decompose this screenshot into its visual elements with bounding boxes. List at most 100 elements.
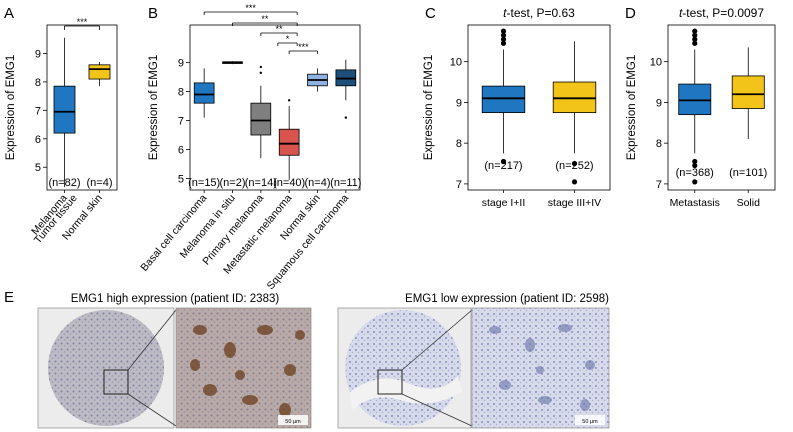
chart-panel-a: 5 6 7 8 9 Expression of EMG1 (n=82)MelanomaTum… bbox=[5, 17, 118, 246]
box-body bbox=[552, 81, 597, 113]
significance-label: *** bbox=[245, 3, 256, 13]
low-scale-bar-box bbox=[575, 415, 605, 425]
outlier-point bbox=[692, 40, 698, 46]
sample-count: (n=368) bbox=[676, 167, 714, 179]
outlier-point bbox=[259, 65, 263, 69]
outlier-point bbox=[692, 179, 698, 185]
outlier-point bbox=[259, 71, 263, 74]
box-body bbox=[481, 85, 526, 113]
sample-count: (n=217) bbox=[484, 160, 522, 172]
outlier-point bbox=[692, 28, 698, 34]
category-label: stage I+II bbox=[482, 197, 526, 209]
panel-label-a: A bbox=[4, 5, 14, 22]
sample-count: (n=252) bbox=[555, 160, 593, 172]
box-5: (n=11)Squamous cell carcinoma bbox=[265, 59, 361, 292]
y-tick-label: 7 bbox=[35, 105, 41, 117]
high-zoom-line-bottom bbox=[127, 393, 177, 427]
outlier-point bbox=[692, 32, 698, 38]
high-expression-caption: EMG1 high expression (patient ID: 2383) bbox=[71, 293, 280, 305]
low-zoom-region bbox=[377, 369, 403, 395]
low-scale-bar-text: 50 μm bbox=[582, 419, 598, 425]
box-body bbox=[731, 75, 765, 109]
y-tick-label: 9 bbox=[456, 97, 462, 109]
y-tick-label: 9 bbox=[178, 58, 184, 70]
significance-label: ** bbox=[261, 14, 269, 24]
y-axis-label: Expression of EMG1 bbox=[148, 55, 160, 160]
panel-label-b: B bbox=[148, 5, 158, 22]
significance-bracket: ** bbox=[232, 14, 298, 26]
outlier-point bbox=[500, 36, 507, 42]
panel-label-c: C bbox=[425, 5, 436, 22]
significance-bracket: *** bbox=[288, 42, 318, 54]
y-tick-label: 5 bbox=[178, 173, 184, 185]
sample-count: (n=101) bbox=[729, 167, 767, 179]
chart-panel-c: 7 8 9 10 Expression of EMG1 t-test, P=0.63 (n=… bbox=[423, 6, 611, 209]
y-tick-label: 7 bbox=[656, 179, 662, 191]
significance-label: *** bbox=[77, 17, 88, 27]
sample-count: (n=14) bbox=[245, 177, 277, 189]
box-0: (n=217) stage I+II bbox=[481, 28, 526, 209]
outlier-point bbox=[344, 116, 348, 119]
significance-bracket: ** bbox=[260, 24, 298, 36]
y-tick-label: 10 bbox=[650, 57, 662, 69]
box-body bbox=[88, 64, 111, 80]
high-stained-cells bbox=[190, 325, 305, 417]
sample-count: (n=40) bbox=[273, 177, 305, 189]
chart-title-italic: t bbox=[503, 6, 507, 20]
y-tick-label: 8 bbox=[456, 138, 462, 150]
plot-frame bbox=[667, 24, 776, 191]
panel-label-e: E bbox=[4, 289, 14, 306]
low-zoom-line-top bbox=[401, 309, 473, 371]
low-tissue-core bbox=[345, 310, 461, 426]
y-tick-label: 6 bbox=[178, 144, 184, 156]
chart-title: t-test, P=0.63 bbox=[503, 6, 575, 20]
sample-count: (n=4) bbox=[305, 177, 331, 189]
low-zoom-line-bottom bbox=[401, 393, 473, 427]
outlier-point bbox=[692, 36, 698, 42]
y-tick-label: 5 bbox=[35, 162, 41, 174]
sample-count: (n=2) bbox=[220, 177, 246, 189]
significance-bracket: *** bbox=[203, 3, 298, 15]
high-scale-bar-box bbox=[278, 415, 308, 425]
y-tick-label: 7 bbox=[456, 179, 462, 191]
outlier-point bbox=[500, 32, 507, 38]
y-tick-label: 9 bbox=[656, 97, 662, 109]
y-axis-label: Expression of EMG1 bbox=[5, 55, 17, 160]
significance-label: ** bbox=[275, 24, 283, 34]
high-zoom-region bbox=[103, 369, 129, 395]
significance-bracket: * bbox=[277, 34, 298, 46]
category-label: stage III+IV bbox=[548, 197, 601, 209]
outlier-point bbox=[287, 99, 291, 102]
y-tick-label: 8 bbox=[656, 138, 662, 150]
y-tick-label: 9 bbox=[35, 48, 41, 60]
box-0: (n=368) Metastasis bbox=[670, 28, 720, 209]
high-scale-bar-text: 50 μm bbox=[285, 419, 301, 425]
box-body bbox=[278, 128, 300, 156]
outlier-point bbox=[500, 40, 507, 46]
chart-title-rest: -test, P=0.0097 bbox=[682, 6, 764, 20]
high-tissue-core bbox=[48, 310, 164, 426]
outlier-point bbox=[692, 158, 698, 165]
category-label: Metastasis bbox=[670, 197, 720, 209]
chart-panel-d: 7 8 9 10 Expression of EMG1 t-test, P=0.0097 (… bbox=[626, 6, 776, 209]
y-tick-label: 8 bbox=[178, 87, 184, 99]
box-1: (n=101) Solid bbox=[729, 47, 767, 209]
low-nuclei bbox=[489, 324, 595, 411]
outlier-point bbox=[500, 158, 507, 165]
box-body bbox=[53, 85, 76, 134]
sample-count: (n=82) bbox=[48, 177, 80, 189]
box-body bbox=[193, 82, 215, 104]
outlier-point bbox=[692, 162, 698, 169]
outlier-point bbox=[571, 179, 578, 185]
y-tick-label: 8 bbox=[35, 77, 41, 89]
y-tick-label: 7 bbox=[178, 116, 184, 128]
box-body bbox=[678, 83, 712, 116]
significance-bracket: *** bbox=[64, 17, 100, 30]
box-plot-panels: 5 6 7 8 9 Expression of EMG1 (n=82)MelanomaTum… bbox=[5, 3, 776, 292]
outlier-point bbox=[500, 28, 507, 34]
box-1: (n=252) stage III+IV bbox=[548, 41, 601, 209]
chart-title-rest: -test, P=0.63 bbox=[506, 6, 575, 20]
significance-label: * bbox=[286, 34, 290, 44]
